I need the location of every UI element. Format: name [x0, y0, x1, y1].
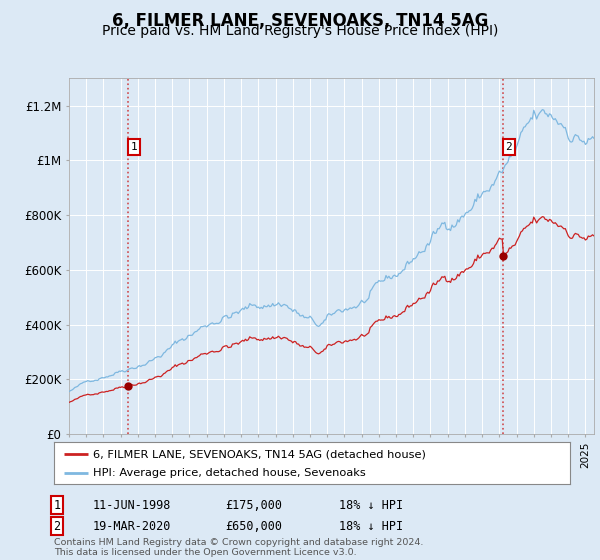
Text: Contains HM Land Registry data © Crown copyright and database right 2024.
This d: Contains HM Land Registry data © Crown c…	[54, 538, 424, 557]
Text: 19-MAR-2020: 19-MAR-2020	[93, 520, 172, 533]
Text: HPI: Average price, detached house, Sevenoaks: HPI: Average price, detached house, Seve…	[92, 468, 365, 478]
Text: 1: 1	[131, 142, 137, 152]
Text: 18% ↓ HPI: 18% ↓ HPI	[339, 520, 403, 533]
Text: 11-JUN-1998: 11-JUN-1998	[93, 498, 172, 512]
Text: 2: 2	[53, 520, 61, 533]
Text: 1: 1	[53, 498, 61, 512]
Text: 18% ↓ HPI: 18% ↓ HPI	[339, 498, 403, 512]
Text: 6, FILMER LANE, SEVENOAKS, TN14 5AG: 6, FILMER LANE, SEVENOAKS, TN14 5AG	[112, 12, 488, 30]
Text: £650,000: £650,000	[225, 520, 282, 533]
Text: £175,000: £175,000	[225, 498, 282, 512]
Text: 6, FILMER LANE, SEVENOAKS, TN14 5AG (detached house): 6, FILMER LANE, SEVENOAKS, TN14 5AG (det…	[92, 449, 425, 459]
Text: 2: 2	[506, 142, 512, 152]
Text: Price paid vs. HM Land Registry's House Price Index (HPI): Price paid vs. HM Land Registry's House …	[102, 24, 498, 38]
